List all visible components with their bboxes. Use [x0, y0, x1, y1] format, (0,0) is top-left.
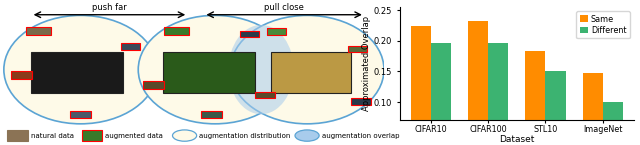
Bar: [348, 46, 367, 52]
Text: natural data: natural data: [31, 133, 74, 139]
Bar: [267, 28, 286, 35]
Text: push far: push far: [92, 3, 127, 12]
Ellipse shape: [4, 15, 157, 124]
Bar: [488, 43, 508, 145]
Bar: [164, 27, 189, 36]
Text: augmentation overlap: augmentation overlap: [322, 133, 399, 139]
Bar: [603, 102, 623, 145]
Legend: Same, Different: Same, Different: [577, 11, 630, 38]
Ellipse shape: [228, 25, 294, 114]
Ellipse shape: [230, 15, 384, 124]
Y-axis label: Approximated Overlap: Approximated Overlap: [362, 16, 371, 111]
Bar: [525, 51, 545, 145]
Bar: [121, 44, 140, 50]
Bar: [255, 92, 275, 98]
Bar: [7, 130, 28, 141]
Bar: [163, 52, 255, 93]
Ellipse shape: [173, 130, 196, 141]
Bar: [271, 52, 351, 93]
Bar: [81, 130, 102, 141]
Ellipse shape: [138, 15, 292, 124]
Text: augmentation distribution: augmentation distribution: [200, 133, 291, 139]
Text: pull close: pull close: [264, 3, 304, 12]
Bar: [70, 111, 92, 118]
Bar: [31, 52, 123, 93]
Bar: [26, 27, 51, 36]
Bar: [545, 71, 566, 145]
Bar: [431, 43, 451, 145]
X-axis label: Dataset: Dataset: [499, 135, 534, 144]
Text: augmented data: augmented data: [105, 133, 163, 139]
Bar: [240, 31, 259, 37]
Bar: [583, 73, 603, 145]
Bar: [201, 111, 222, 118]
Ellipse shape: [295, 130, 319, 141]
Bar: [468, 21, 488, 145]
Bar: [351, 98, 371, 105]
Bar: [411, 26, 431, 145]
Bar: [143, 81, 164, 89]
Bar: [11, 71, 32, 79]
